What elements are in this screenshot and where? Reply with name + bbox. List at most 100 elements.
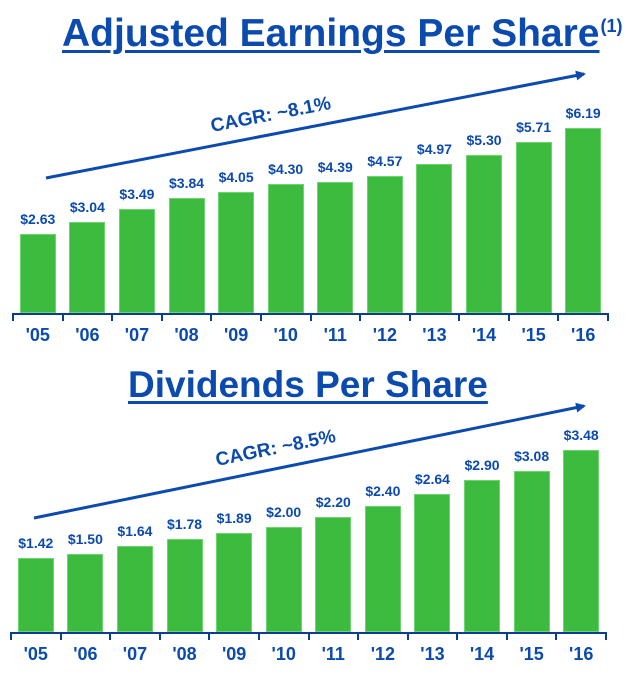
bar-08 xyxy=(168,198,205,313)
dps-cagr-trend-arrow xyxy=(33,402,586,520)
x-axis-tick xyxy=(309,313,312,321)
bar-value-label: $2.00 xyxy=(266,504,302,521)
bar-value-label: $2.20 xyxy=(315,493,351,510)
bar-value-label: $4.30 xyxy=(268,161,304,178)
x-axis-tick xyxy=(158,632,161,640)
x-axis-tick xyxy=(406,632,409,640)
x-axis-label: '11 xyxy=(321,644,345,664)
bar-value-label: $6.19 xyxy=(565,104,601,121)
x-axis-label: '14 xyxy=(469,644,495,664)
x-axis-tick xyxy=(259,313,262,321)
bar-11 xyxy=(317,181,354,313)
x-axis-tick xyxy=(10,632,12,640)
bar-15 xyxy=(513,470,550,632)
bar-09 xyxy=(218,191,255,313)
bar-15 xyxy=(515,142,552,313)
x-axis-tick xyxy=(458,313,461,321)
bar-value-label: $5.71 xyxy=(516,119,552,136)
bar-08 xyxy=(166,538,203,632)
bar-value-label: $4.39 xyxy=(317,158,353,175)
bar-value-label: $3.49 xyxy=(119,185,155,202)
bar-value-label: $4.57 xyxy=(367,153,403,170)
bar-value-label: $2.90 xyxy=(464,457,500,474)
x-axis-label: '06 xyxy=(73,644,98,664)
bar-10 xyxy=(265,527,302,632)
bar-06 xyxy=(67,553,104,632)
x-axis-label: '08 xyxy=(174,325,199,345)
bar-13 xyxy=(414,493,451,632)
eps-cagr-label: CAGR: ~8.1% xyxy=(209,93,333,137)
x-axis-label: '14 xyxy=(471,325,497,345)
bar-07 xyxy=(116,546,153,632)
dps-cagr-label: CAGR: ~8.5% xyxy=(214,426,338,471)
x-axis-tick xyxy=(507,313,510,321)
bar-value-label: $1.78 xyxy=(167,515,203,532)
x-axis-tick xyxy=(61,313,64,321)
x-axis-tick xyxy=(408,313,411,321)
bar-12 xyxy=(366,176,403,313)
x-axis-tick xyxy=(12,313,14,321)
bar-value-label: $2.40 xyxy=(365,483,401,500)
x-axis-label: '12 xyxy=(370,644,396,664)
x-axis-tick xyxy=(208,632,211,640)
x-axis-label: '07 xyxy=(124,325,150,345)
x-axis-label: '15 xyxy=(519,644,544,664)
bar-14 xyxy=(464,480,501,632)
bar-value-label: $2.63 xyxy=(20,211,56,228)
bar-value-label: $1.64 xyxy=(117,523,153,540)
dps-title-text: Dividends Per Share xyxy=(128,364,488,405)
bar-06 xyxy=(69,222,106,313)
x-axis-tick xyxy=(210,313,213,321)
dps-chart-title: Dividends Per Share xyxy=(128,364,488,406)
x-axis-tick xyxy=(605,632,607,640)
bar-value-label: $4.05 xyxy=(218,168,254,185)
eps-bar-chart: $2.63 '05 $3.04 '06 $3.49 '07 $3.84 '08 $4.05 '09… xyxy=(12,104,609,345)
x-axis-tick xyxy=(456,632,459,640)
bar-12 xyxy=(364,506,401,632)
x-axis-tick xyxy=(59,632,62,640)
x-axis-tick xyxy=(307,632,310,640)
bar-05 xyxy=(17,557,54,632)
x-axis-label: '10 xyxy=(271,644,296,664)
x-axis-tick xyxy=(160,313,163,321)
x-axis-label: '09 xyxy=(223,325,249,345)
bar-09 xyxy=(216,533,253,632)
x-axis-label: '07 xyxy=(122,644,148,664)
bar-13 xyxy=(416,164,453,313)
x-axis-label: '16 xyxy=(569,644,594,664)
bar-10 xyxy=(267,184,304,313)
x-axis-tick xyxy=(359,313,362,321)
x-axis-label: '11 xyxy=(323,325,347,345)
bar-16 xyxy=(563,449,600,632)
x-axis-label: '10 xyxy=(273,325,298,345)
bar-value-label: $3.84 xyxy=(169,175,205,192)
bar-07 xyxy=(118,208,155,313)
x-axis-tick xyxy=(555,632,558,640)
x-axis-tick xyxy=(557,313,560,321)
bar-11 xyxy=(315,516,352,632)
x-axis-tick xyxy=(607,313,609,321)
eps-title-text: Adjusted Earnings Per Share xyxy=(62,12,600,55)
x-axis-tick xyxy=(109,632,112,640)
x-axis-label: '09 xyxy=(221,644,247,664)
x-axis-tick xyxy=(111,313,114,321)
x-axis-tick xyxy=(257,632,260,640)
x-axis-label: '15 xyxy=(521,325,546,345)
x-axis-tick xyxy=(357,632,360,640)
x-axis-label: '16 xyxy=(571,325,596,345)
eps-chart-title: Adjusted Earnings Per Share(1) xyxy=(62,12,623,56)
bar-value-label: $3.04 xyxy=(69,199,105,216)
bar-value-label: $3.08 xyxy=(514,447,550,464)
x-axis-label: '12 xyxy=(372,325,398,345)
bar-05 xyxy=(19,234,56,313)
x-axis-label: '05 xyxy=(23,644,48,664)
bar-14 xyxy=(466,154,503,313)
x-axis-label: '13 xyxy=(422,325,447,345)
x-axis-label: '13 xyxy=(420,644,445,664)
bar-value-label: $5.30 xyxy=(466,131,502,148)
eps-cagr-trend-arrow xyxy=(45,70,586,180)
bar-value-label: $1.50 xyxy=(67,530,103,547)
bar-16 xyxy=(565,127,602,313)
